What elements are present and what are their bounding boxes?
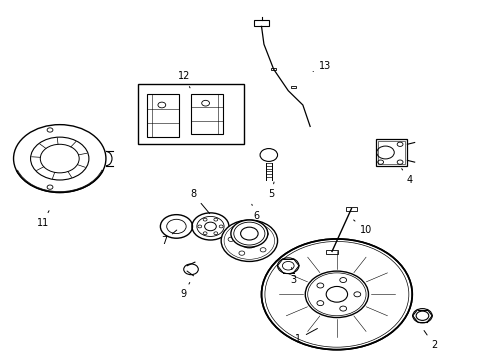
- Circle shape: [412, 309, 431, 323]
- Bar: [345, 207, 357, 211]
- Text: 12: 12: [177, 71, 190, 88]
- Circle shape: [260, 149, 277, 161]
- Text: 2: 2: [423, 330, 436, 350]
- Text: 1: 1: [294, 328, 317, 344]
- Text: 11: 11: [37, 211, 49, 228]
- Circle shape: [221, 220, 277, 261]
- Circle shape: [213, 218, 217, 221]
- Text: 7: 7: [161, 230, 176, 246]
- Bar: [147, 94, 179, 137]
- Circle shape: [203, 218, 206, 221]
- Text: 4: 4: [401, 169, 412, 185]
- Circle shape: [261, 239, 411, 350]
- Circle shape: [198, 225, 201, 228]
- Bar: [375, 139, 407, 166]
- Bar: [271, 68, 276, 70]
- Bar: [325, 250, 337, 253]
- Text: 8: 8: [190, 189, 209, 213]
- Text: 6: 6: [251, 204, 259, 221]
- Bar: [377, 141, 404, 164]
- Circle shape: [213, 232, 217, 235]
- Text: 10: 10: [353, 220, 371, 235]
- Bar: [191, 94, 222, 134]
- Bar: [254, 20, 268, 26]
- Text: 5: 5: [267, 182, 274, 199]
- Circle shape: [203, 232, 206, 235]
- Circle shape: [219, 225, 223, 228]
- Bar: [290, 86, 295, 88]
- Text: 3: 3: [289, 267, 296, 285]
- Circle shape: [277, 258, 298, 274]
- Circle shape: [230, 220, 267, 247]
- Text: 9: 9: [180, 283, 189, 299]
- Text: 13: 13: [312, 61, 330, 72]
- Bar: [137, 84, 244, 144]
